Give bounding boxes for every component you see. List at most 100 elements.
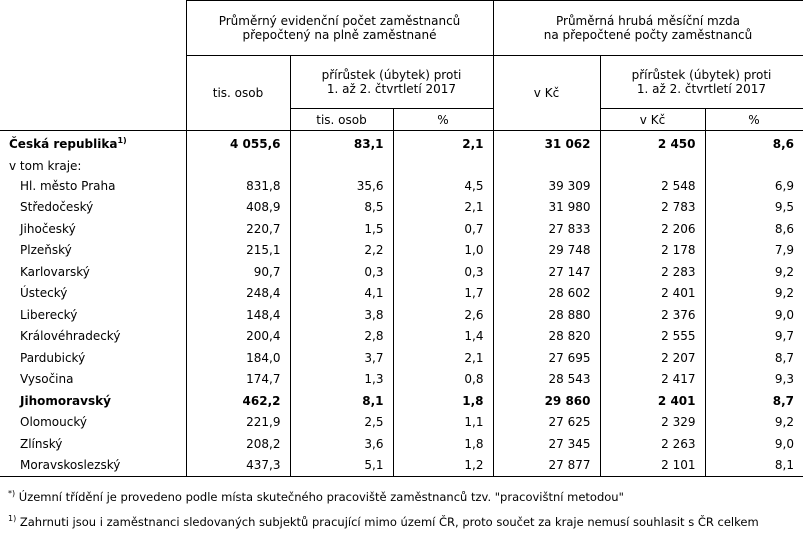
cell: 0,3 bbox=[289, 261, 393, 283]
cell: 3,8 bbox=[289, 304, 393, 326]
cell: 8,6 bbox=[704, 130, 803, 156]
cell: 2,1 bbox=[392, 196, 493, 218]
cell: 29 748 bbox=[492, 239, 600, 261]
cell: 27 625 bbox=[492, 411, 600, 433]
cell bbox=[289, 156, 393, 175]
row-label: Olomoucký bbox=[20, 415, 87, 430]
header-cell: v Kč bbox=[599, 108, 706, 131]
cell: 8,5 bbox=[289, 196, 393, 218]
cell: 7,9 bbox=[704, 239, 803, 261]
cell: 28 880 bbox=[492, 304, 600, 326]
cell: 2 555 bbox=[599, 325, 705, 347]
table-row: tis. osob% v Kč% bbox=[0, 108, 803, 131]
cell: 5,1 bbox=[289, 454, 393, 477]
cell: 31 062 bbox=[492, 130, 600, 156]
cell: 27 695 bbox=[492, 347, 600, 369]
row-label: Pardubický bbox=[20, 350, 86, 365]
cell: 2,5 bbox=[289, 411, 393, 433]
cell: 221,9 bbox=[185, 411, 290, 433]
header-line: Průměrný evidenční počet zaměstnanců bbox=[218, 14, 461, 28]
cell: 2 417 bbox=[599, 368, 705, 390]
cell: 0,3 bbox=[392, 261, 493, 283]
row-label: Hl. město Praha bbox=[20, 178, 116, 193]
cell bbox=[492, 156, 600, 175]
cell: 148,4 bbox=[185, 304, 290, 326]
table-row: Liberecký 148,4 3,8 2,6 28 880 2 376 9,0 bbox=[0, 304, 803, 326]
footnote: 1) Zahrnuti jsou i zaměstnanci sledovaný… bbox=[8, 514, 759, 529]
table-row: Česká republika1) 4 055,6 83,1 2,1 31 062 2 4… bbox=[0, 130, 803, 157]
cell: 8,7 bbox=[704, 347, 803, 369]
table-row: v tom kraje: bbox=[0, 156, 803, 175]
cell: 90,7 bbox=[185, 261, 290, 283]
cell: 9,5 bbox=[704, 196, 803, 218]
cell: 2 450 bbox=[599, 130, 705, 156]
row-label: Jihočeský bbox=[20, 221, 76, 236]
footnote-text: Zahrnuti jsou i zaměstnanci sledovaných … bbox=[19, 514, 759, 529]
cell: 29 860 bbox=[492, 390, 600, 412]
cell: 2,1 bbox=[392, 347, 493, 369]
header-line: 1. až 2. čtvrtletí 2017 bbox=[636, 82, 767, 96]
cell: 1,8 bbox=[392, 390, 493, 412]
table-row: Hl. město Praha 831,8 35,6 4,5 39 309 2 548 6,… bbox=[0, 175, 803, 197]
header-cell bbox=[0, 55, 186, 131]
row-label: Česká republika1) bbox=[0, 131, 186, 157]
cell: 2 283 bbox=[599, 261, 705, 283]
cell: 27 877 bbox=[492, 454, 600, 477]
footnote-text: Územní třídění je provedeno podle místa … bbox=[18, 489, 624, 504]
header-line: přírůstek (úbytek) proti bbox=[321, 68, 462, 82]
cell: 2 178 bbox=[599, 239, 705, 261]
cell: 27 833 bbox=[492, 218, 600, 240]
row-label: Plzeňský bbox=[20, 243, 72, 258]
table-row: Královéhradecký 200,4 2,8 1,4 28 820 2 555 9,7 bbox=[0, 325, 803, 347]
cell bbox=[185, 156, 290, 175]
header-line: 1. až 2. čtvrtletí 2017 bbox=[326, 82, 457, 96]
data-table: Průměrný evidenční počet zaměstnanců přep… bbox=[0, 0, 803, 477]
table-row: Olomoucký 221,9 2,5 1,1 27 625 2 329 9,2 bbox=[0, 411, 803, 433]
cell: 2 401 bbox=[599, 390, 705, 412]
cell: 2,6 bbox=[392, 304, 493, 326]
cell: 9,0 bbox=[704, 304, 803, 326]
cell: 2 401 bbox=[599, 282, 705, 304]
cell: 3,6 bbox=[289, 433, 393, 455]
table-row: Pardubický 184,0 3,7 2,1 27 695 2 207 8,7 bbox=[0, 347, 803, 369]
cell: 4,1 bbox=[289, 282, 393, 304]
cell: 462,2 bbox=[185, 390, 290, 412]
cell: 2 263 bbox=[599, 433, 705, 455]
cell: 9,2 bbox=[704, 411, 803, 433]
row-label: Karlovarský bbox=[20, 264, 90, 279]
header-line: Průměrná hrubá měsíční mzda bbox=[555, 14, 741, 28]
cell: 4,5 bbox=[392, 175, 493, 197]
cell: 6,9 bbox=[704, 175, 803, 197]
cell: 9,3 bbox=[704, 368, 803, 390]
cell: 2 548 bbox=[599, 175, 705, 197]
header-line: přírůstek (úbytek) proti bbox=[631, 68, 772, 82]
footnote-mark: 1) bbox=[8, 514, 17, 523]
cell: 437,3 bbox=[185, 454, 290, 477]
cell: 8,7 bbox=[704, 390, 803, 412]
header-cell: % bbox=[392, 108, 494, 131]
table-row: Středočeský 408,9 8,5 2,1 31 980 2 783 9,5 bbox=[0, 196, 803, 218]
cell: 1,4 bbox=[392, 325, 493, 347]
table-row: Karlovarský 90,7 0,3 0,3 27 147 2 283 9,2 bbox=[0, 261, 803, 283]
cell: 28 543 bbox=[492, 368, 600, 390]
header-cell: tis. osob bbox=[289, 108, 394, 131]
cell: 2 206 bbox=[599, 218, 705, 240]
table-row: Ústecký 248,4 4,1 1,7 28 602 2 401 9,2 bbox=[0, 282, 803, 304]
header-cell bbox=[0, 1, 186, 56]
cell: 39 309 bbox=[492, 175, 600, 197]
cell: 9,2 bbox=[704, 282, 803, 304]
cell: 1,1 bbox=[392, 411, 493, 433]
cell: 1,2 bbox=[392, 454, 493, 477]
header-cell: tis. osob bbox=[185, 55, 291, 131]
row-label: Ústecký bbox=[20, 286, 68, 301]
cell: 2 783 bbox=[599, 196, 705, 218]
row-label: Královéhradecký bbox=[20, 329, 121, 344]
cell: 4 055,6 bbox=[185, 130, 290, 156]
table-row: Moravskoslezský 437,3 5,1 1,2 27 877 2 101 8,1 bbox=[0, 454, 803, 477]
cell: 27 147 bbox=[492, 261, 600, 283]
cell: 1,3 bbox=[289, 368, 393, 390]
table-row: Zlínský 208,2 3,6 1,8 27 345 2 263 9,0 bbox=[0, 433, 803, 455]
footnote: *) Územní třídění je provedeno podle mís… bbox=[8, 489, 624, 504]
cell: 9,2 bbox=[704, 261, 803, 283]
